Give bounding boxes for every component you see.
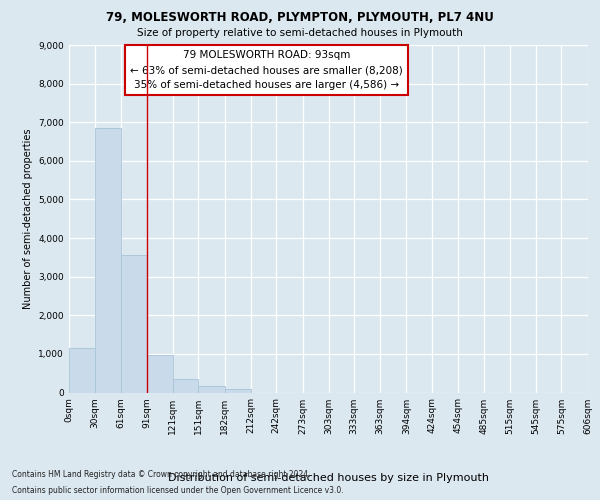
Bar xyxy=(147,355,173,393)
Bar xyxy=(121,256,147,392)
Bar xyxy=(95,128,121,392)
Y-axis label: Number of semi-detached properties: Number of semi-detached properties xyxy=(23,128,33,309)
Text: Contains HM Land Registry data © Crown copyright and database right 2024.: Contains HM Land Registry data © Crown c… xyxy=(12,470,311,479)
Bar xyxy=(173,379,199,392)
Text: 79, MOLESWORTH ROAD, PLYMPTON, PLYMOUTH, PL7 4NU: 79, MOLESWORTH ROAD, PLYMPTON, PLYMOUTH,… xyxy=(106,11,494,24)
X-axis label: Distribution of semi-detached houses by size in Plymouth: Distribution of semi-detached houses by … xyxy=(168,472,489,482)
Text: 79 MOLESWORTH ROAD: 93sqm
← 63% of semi-detached houses are smaller (8,208)
35% : 79 MOLESWORTH ROAD: 93sqm ← 63% of semi-… xyxy=(130,50,403,90)
Text: Contains public sector information licensed under the Open Government Licence v3: Contains public sector information licen… xyxy=(12,486,344,495)
Text: Size of property relative to semi-detached houses in Plymouth: Size of property relative to semi-detach… xyxy=(137,28,463,38)
Bar xyxy=(225,388,251,392)
Bar xyxy=(69,348,95,393)
Bar xyxy=(199,386,225,392)
